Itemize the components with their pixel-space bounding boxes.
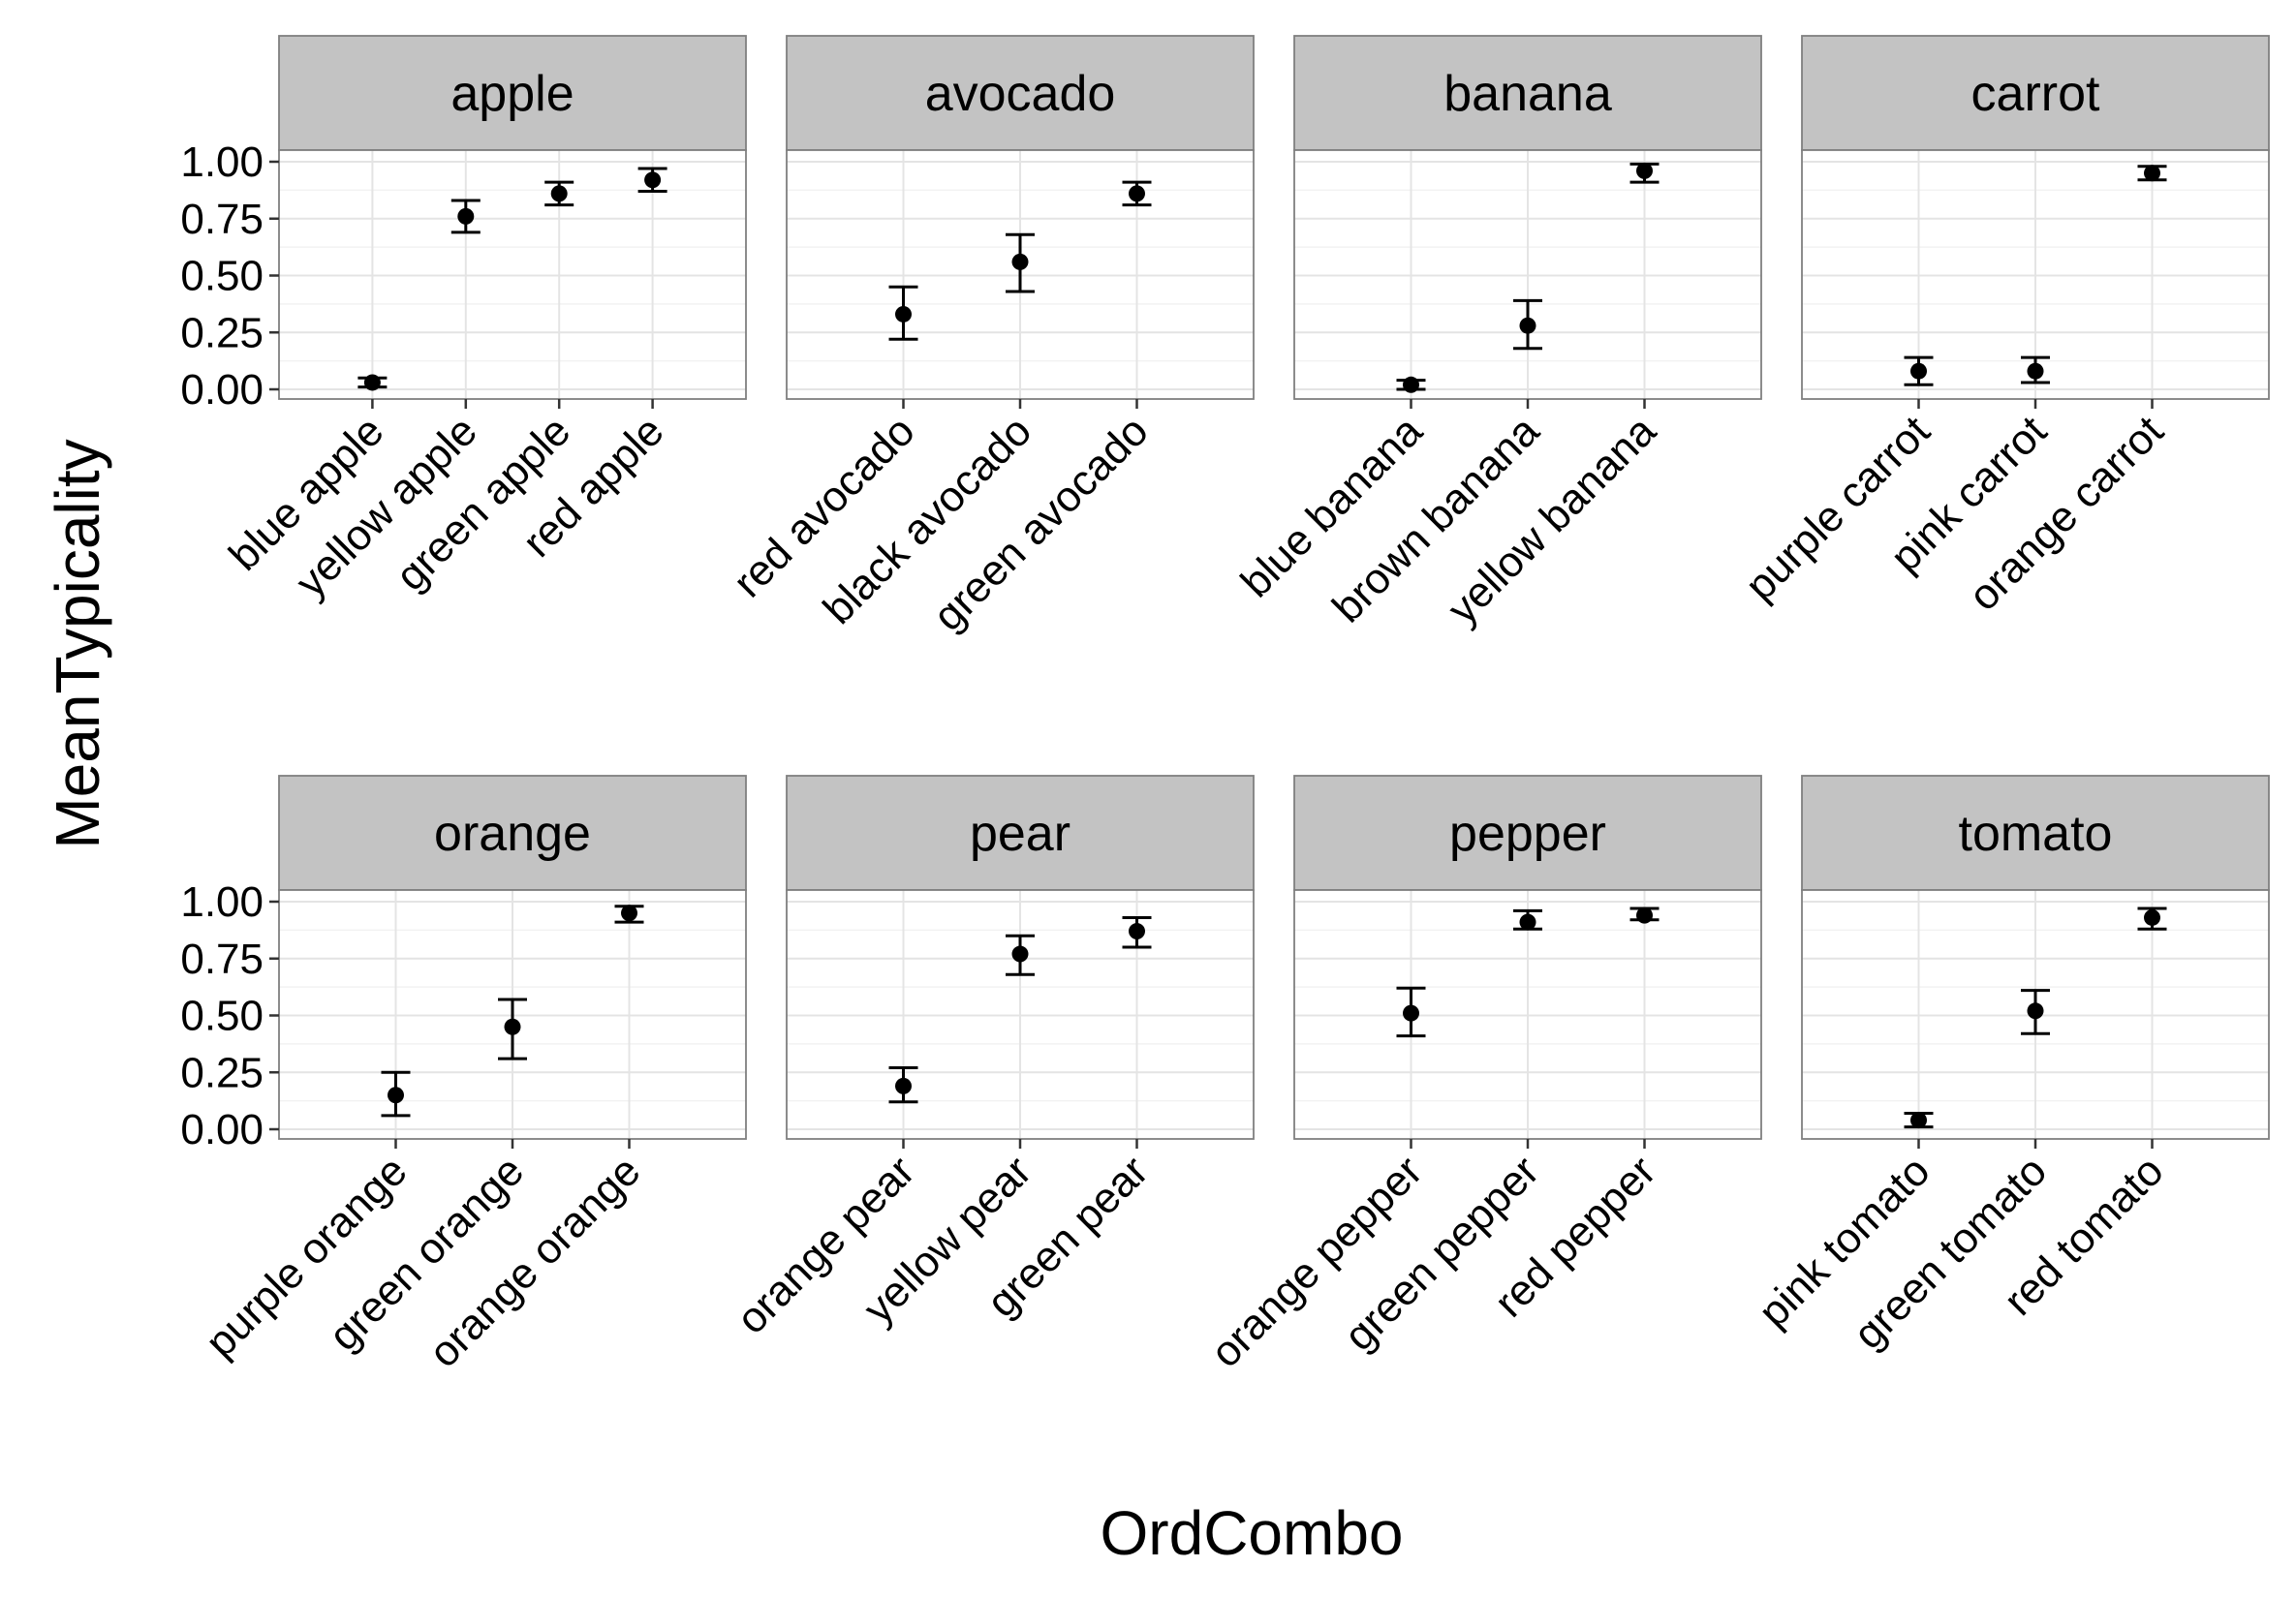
data-point (621, 905, 637, 922)
facet-strip-label: banana (1443, 66, 1612, 122)
data-point (457, 207, 475, 225)
facet-strip (1801, 775, 2270, 891)
x-axis-title: OrdCombo (1101, 1498, 1404, 1568)
data-point (1129, 923, 1145, 940)
data-point (388, 1087, 404, 1104)
data-point (895, 1077, 912, 1094)
data-point (1910, 362, 1927, 380)
data-point (1129, 185, 1145, 202)
x-tick-label: yellow banana (1439, 407, 1665, 633)
data-point (1011, 945, 1029, 963)
data-point (895, 305, 912, 323)
facet-strip (786, 775, 1255, 891)
facet-strip-label: orange (434, 806, 591, 862)
data-point (2144, 165, 2160, 182)
x-tick-label: purple orange (197, 1147, 417, 1367)
facet-strip-label: tomato (1959, 806, 2113, 862)
data-point (363, 374, 381, 391)
data-point (2027, 362, 2044, 380)
facet-strip-label: carrot (1971, 66, 2100, 122)
x-tick-label: purple carrot (1736, 407, 1939, 609)
data-point (1636, 162, 1653, 179)
y-tick-label: 0.75 (180, 196, 264, 243)
data-point (1011, 253, 1029, 270)
facet-strip (1293, 35, 1762, 151)
x-tick-label: orange pepper (1202, 1147, 1432, 1376)
x-tick-label: green avocado (924, 407, 1158, 640)
y-tick-label: 1.00 (180, 878, 264, 926)
facet-strip-label: pear (970, 806, 1070, 862)
data-point (550, 185, 568, 202)
data-point (1519, 317, 1536, 334)
data-point (2027, 1002, 2044, 1020)
data-point (1403, 376, 1419, 393)
y-tick-label: 1.00 (180, 138, 264, 186)
y-tick-label: 0.25 (180, 309, 264, 356)
y-tick-label: 0.25 (180, 1049, 264, 1096)
data-point (644, 171, 662, 189)
facet-strip (278, 775, 747, 891)
facet-strip (786, 35, 1255, 151)
data-point (2144, 908, 2160, 926)
facet-strip-label: avocado (925, 66, 1116, 122)
y-axis-title: MeanTypicality (43, 439, 112, 848)
x-tick-label: brown banana (1323, 407, 1548, 631)
y-tick-label: 0.75 (180, 936, 264, 983)
data-point (1403, 1004, 1419, 1022)
data-point (1636, 907, 1653, 924)
data-point (504, 1018, 521, 1035)
data-point (1910, 1112, 1927, 1129)
y-tick-label: 0.50 (180, 993, 264, 1040)
y-tick-label: 0.00 (180, 1106, 264, 1153)
x-tick-label: black avocado (815, 407, 1041, 633)
y-tick-label: 0.00 (180, 366, 264, 414)
facet-strip-label: pepper (1449, 806, 1606, 862)
facet-strip-label: apple (450, 66, 574, 122)
facet-strip (1801, 35, 2270, 151)
data-point (1519, 913, 1536, 931)
facet-strip (278, 35, 747, 151)
y-tick-label: 0.50 (180, 253, 264, 300)
x-tick-label: orange orange (420, 1147, 650, 1376)
